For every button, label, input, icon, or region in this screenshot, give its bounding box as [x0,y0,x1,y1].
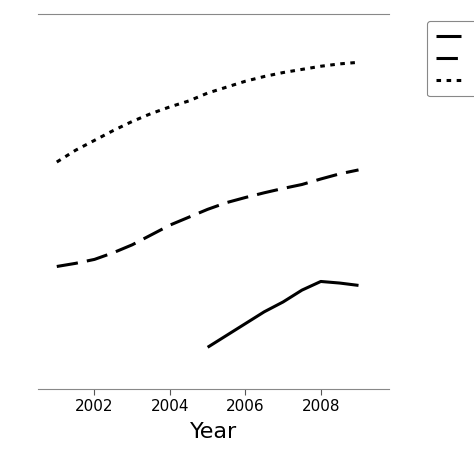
Legend: , , : , , [427,21,474,97]
X-axis label: Year: Year [190,422,237,442]
